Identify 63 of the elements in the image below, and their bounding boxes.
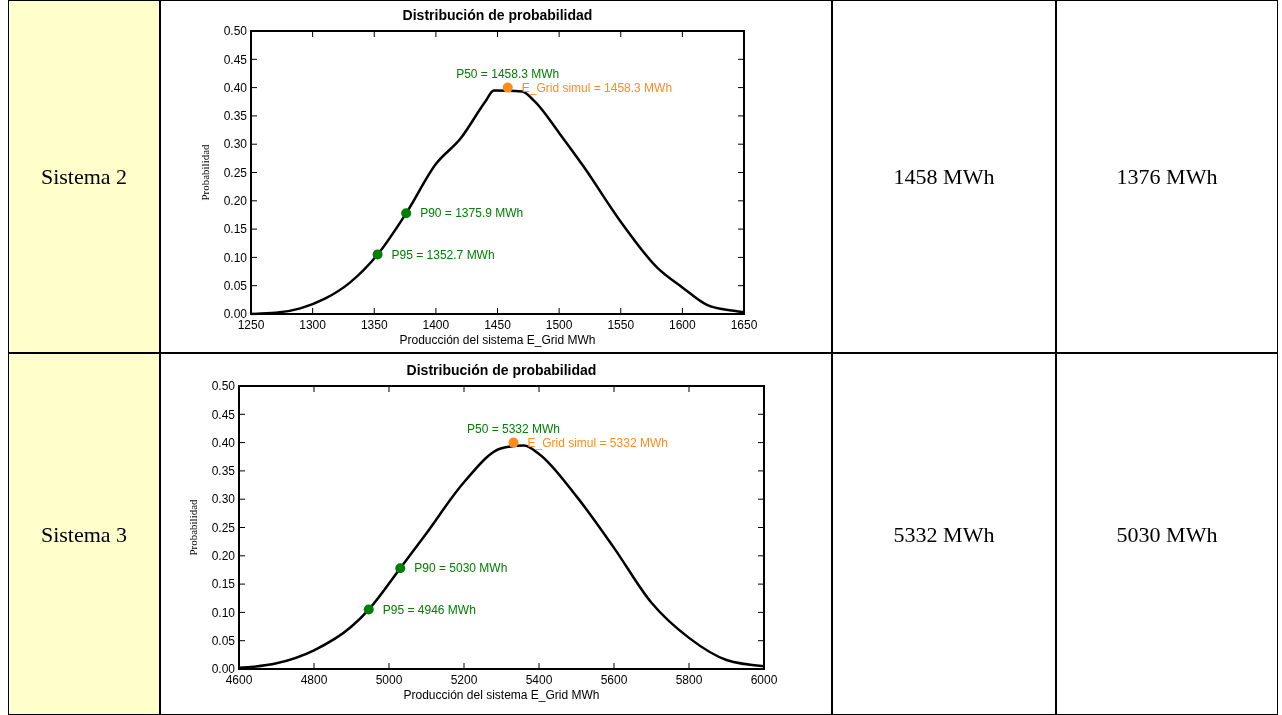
text: 5332 MWh — [893, 521, 995, 547]
y-tick-label: 0.15 — [211, 577, 236, 592]
y-tick-label: 0.40 — [223, 80, 248, 95]
x-axis-title: Producción del sistema E_Grid MWh — [403, 688, 600, 702]
y-tick-label: 0.10 — [211, 605, 236, 620]
y-tick-label: 0.30 — [211, 492, 236, 507]
point — [508, 437, 519, 448]
y-tick-label: 0.30 — [223, 137, 248, 152]
point — [372, 249, 383, 260]
annotation: P50 = 5332 MWh — [466, 421, 561, 436]
x-tick-label: 1450 — [484, 318, 512, 332]
y-tick-label: 0.40 — [211, 435, 236, 450]
x-tick-label: 6000 — [750, 673, 778, 687]
text: 1458 MWh — [893, 164, 995, 190]
y-tick-label: 0.50 — [223, 24, 248, 39]
annotation: E_Grid simul = 1458.3 MWh — [521, 80, 673, 95]
x-tick-label: 5600 — [600, 673, 628, 687]
chart-title: Distribución de probabilidad — [406, 362, 597, 378]
x-tick-label: 5400 — [525, 673, 553, 687]
annotation: P95 = 1352.7 MWh — [391, 247, 495, 262]
y-tick-label: 0.05 — [223, 278, 248, 293]
y-tick-label: 0.45 — [223, 52, 248, 67]
x-tick-label: 1400 — [422, 318, 450, 332]
x-tick-label: 5200 — [450, 673, 478, 687]
y-tick-label: 0.50 — [211, 379, 236, 394]
y-tick-label: 0.25 — [211, 520, 236, 535]
x-tick-label: 5000 — [375, 673, 403, 687]
y-tick-label: 0.20 — [223, 194, 248, 208]
x-tick-label: 4800 — [300, 673, 328, 687]
point — [395, 563, 406, 574]
annotation: P95 = 4946 MWh — [382, 602, 476, 617]
x-tick-label: 4600 — [225, 673, 253, 687]
x-tick-label: 1500 — [545, 318, 573, 332]
annotation: P90 = 5030 MWh — [414, 561, 508, 576]
point — [363, 604, 374, 615]
y-tick-label: 0.20 — [211, 549, 236, 563]
annotation: E_Grid simul = 5332 MWh — [527, 435, 668, 450]
annotation: P50 = 1458.3 MWh — [456, 66, 560, 81]
x-tick-label: 1600 — [669, 318, 697, 332]
y-tick-label: 0.15 — [223, 222, 248, 237]
y-tick-label: 0.35 — [223, 109, 248, 124]
x-tick-label: 5800 — [675, 673, 703, 687]
y-tick-label: 0.10 — [223, 250, 248, 265]
x-tick-label: 1350 — [360, 318, 388, 332]
y-tick-label: 0.45 — [211, 407, 236, 422]
x-tick-label: 1550 — [607, 318, 635, 332]
text: Sistema 2 — [40, 164, 128, 190]
y-axis-title: Probabilidad — [187, 498, 199, 556]
text: 1376 MWh — [1116, 164, 1218, 190]
x-tick-label: 1250 — [237, 318, 265, 332]
y-tick-label: 0.05 — [211, 633, 236, 648]
annotation: P90 = 1375.9 MWh — [420, 206, 524, 221]
x-axis-title: Producción del sistema E_Grid MWh — [399, 333, 596, 347]
point — [502, 82, 513, 93]
y-tick-label: 0.25 — [223, 165, 248, 180]
text: Sistema 3 — [40, 521, 128, 547]
x-tick-label: 1650 — [730, 318, 758, 332]
y-tick-label: 0.35 — [211, 464, 236, 479]
x-tick-label: 1300 — [299, 318, 327, 332]
point — [401, 208, 412, 219]
y-axis-title: Probabilidad — [199, 143, 211, 201]
chart-title: Distribución de probabilidad — [402, 7, 593, 23]
text: 5030 MWh — [1116, 521, 1218, 547]
